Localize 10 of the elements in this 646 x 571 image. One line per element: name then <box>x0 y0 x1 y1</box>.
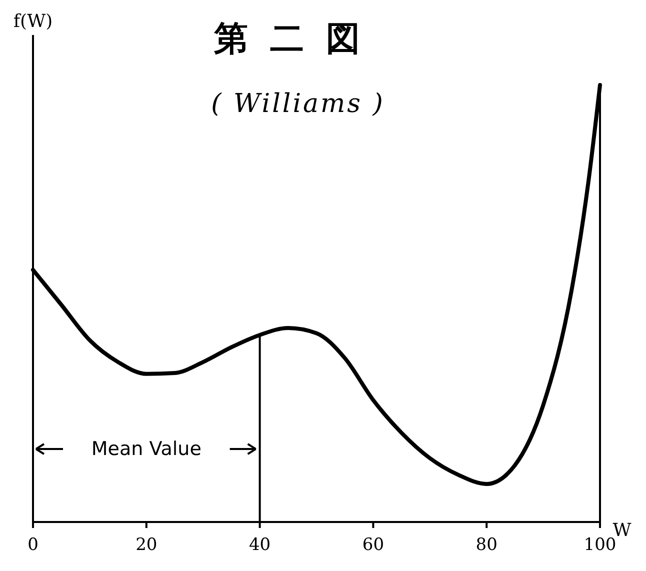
x-tick-label: 40 <box>248 535 271 555</box>
x-tick-label: 100 <box>584 535 616 555</box>
x-tick-label: 0 <box>28 535 38 555</box>
chart-subtitle: ( Williams ) <box>211 89 385 119</box>
x-tick-label: 60 <box>362 535 384 555</box>
y-axis-title: f(W) <box>13 11 53 32</box>
x-tick-label: 80 <box>476 535 498 555</box>
chart-title: 第二図 <box>213 19 382 59</box>
ref-line-label: Mean Value <box>91 438 202 460</box>
x-tick-label: 20 <box>136 535 158 555</box>
